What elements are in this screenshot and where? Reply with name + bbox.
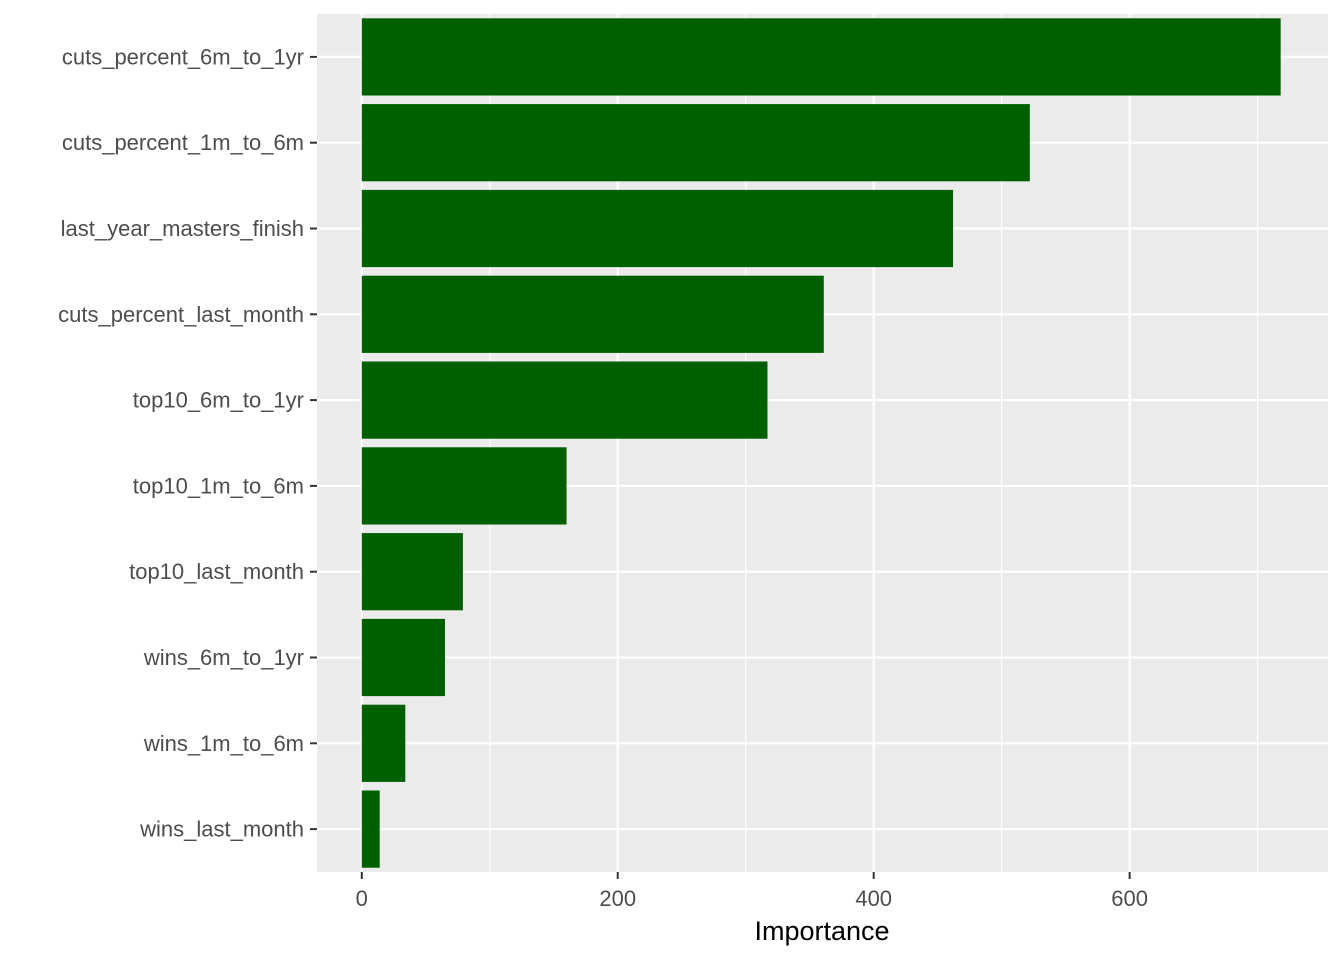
bar — [361, 189, 954, 268]
x-tick-label: 200 — [599, 886, 636, 911]
bar — [361, 104, 1030, 182]
bar — [361, 18, 1281, 96]
x-tick-label: 600 — [1111, 886, 1148, 911]
bar — [361, 361, 768, 439]
bar — [361, 533, 463, 611]
y-tick-label: wins_1m_to_6m — [143, 731, 304, 756]
y-tick-label: wins_6m_to_1yr — [143, 645, 304, 670]
y-tick-label: last_year_masters_finish — [61, 216, 304, 241]
x-tick-label: 0 — [356, 886, 368, 911]
y-tick-label: cuts_percent_last_month — [58, 302, 304, 327]
bar — [361, 618, 445, 697]
bar — [361, 447, 567, 525]
y-tick-label: cuts_percent_1m_to_6m — [62, 130, 304, 155]
y-tick-label: top10_6m_to_1yr — [133, 388, 304, 413]
x-tick-label: 400 — [855, 886, 892, 911]
y-axis: cuts_percent_6m_to_1yr cuts_percent_1m_to… — [58, 44, 317, 842]
y-tick-label: wins_last_month — [139, 817, 304, 842]
y-tick-label: top10_1m_to_6m — [133, 473, 304, 498]
bars — [361, 18, 1281, 868]
y-tick-label: top10_last_month — [129, 559, 304, 584]
x-axis-title: Importance — [754, 916, 889, 946]
y-tick-label: cuts_percent_6m_to_1yr — [62, 44, 304, 69]
x-axis: 0 200 400 600 — [356, 872, 1148, 911]
bar — [361, 790, 380, 868]
bar — [361, 704, 406, 782]
bar — [361, 275, 824, 353]
